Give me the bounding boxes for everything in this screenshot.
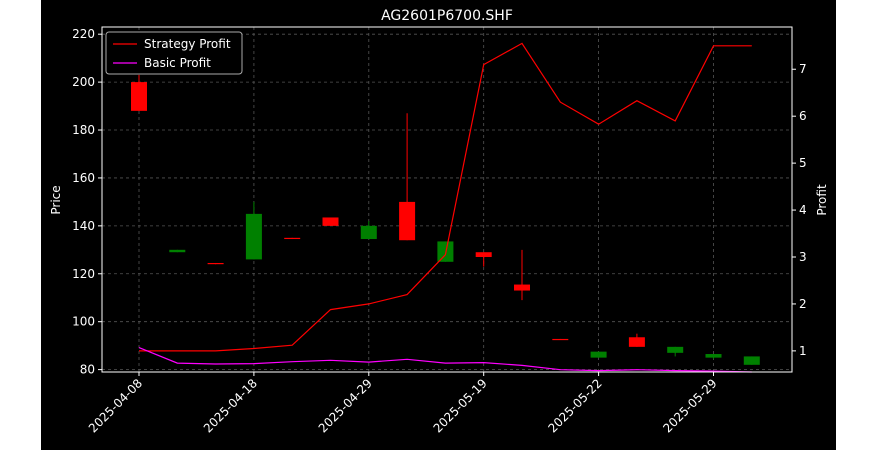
right-tick-label: 2 bbox=[799, 297, 807, 311]
plot-frame bbox=[101, 26, 793, 373]
y-axis-label-right: Profit bbox=[815, 184, 829, 216]
left-tick-label: 220 bbox=[72, 27, 95, 41]
left-tick-label: 200 bbox=[72, 75, 95, 89]
plot-area bbox=[102, 27, 792, 372]
candle-body bbox=[399, 201, 416, 241]
profit-lines bbox=[138, 42, 752, 373]
candle-body bbox=[245, 213, 262, 260]
legend-basic-label: Basic Profit bbox=[144, 56, 211, 70]
right-tick-label: 1 bbox=[799, 344, 807, 358]
candle-body bbox=[322, 217, 339, 226]
legend: Strategy Profit Basic Profit bbox=[105, 31, 243, 75]
candle-body bbox=[667, 346, 684, 353]
right-tick-label: 5 bbox=[799, 156, 807, 170]
candle-body bbox=[743, 356, 760, 365]
candle-body bbox=[552, 338, 569, 341]
left-tick-label: 80 bbox=[80, 363, 95, 377]
right-tick-label: 3 bbox=[799, 250, 807, 264]
candle-body bbox=[475, 252, 492, 257]
y-axis-label-left: Price bbox=[49, 185, 63, 214]
right-tick-label: 4 bbox=[799, 203, 807, 217]
candle-body bbox=[284, 237, 301, 240]
left-tick-label: 160 bbox=[72, 171, 95, 185]
candle-body bbox=[514, 284, 530, 291]
strategy-profit-line bbox=[139, 42, 752, 352]
right-tick-label: 7 bbox=[799, 62, 807, 76]
candle-body bbox=[628, 337, 645, 347]
left-axis: 80 100 120 140 160 180 200 220 bbox=[72, 27, 102, 377]
candle-body bbox=[590, 351, 607, 358]
chart-title: AG2601P6700.SHF bbox=[381, 8, 513, 24]
candle-body bbox=[207, 262, 224, 265]
legend-box bbox=[105, 31, 243, 75]
candle-body bbox=[437, 241, 454, 262]
right-axis: 1 2 3 4 5 6 7 bbox=[792, 62, 807, 358]
candle-body bbox=[360, 225, 377, 240]
candle-body bbox=[131, 82, 147, 111]
left-tick-label: 100 bbox=[72, 315, 95, 329]
candle-body bbox=[169, 249, 186, 253]
left-tick-label: 140 bbox=[72, 219, 95, 233]
left-tick-label: 180 bbox=[72, 123, 95, 137]
legend-strategy-label: Strategy Profit bbox=[144, 37, 231, 51]
basic-profit-line bbox=[138, 347, 752, 373]
candle-body bbox=[705, 354, 722, 358]
right-tick-label: 6 bbox=[799, 109, 807, 123]
left-tick-label: 120 bbox=[72, 267, 95, 281]
candles bbox=[131, 74, 760, 365]
